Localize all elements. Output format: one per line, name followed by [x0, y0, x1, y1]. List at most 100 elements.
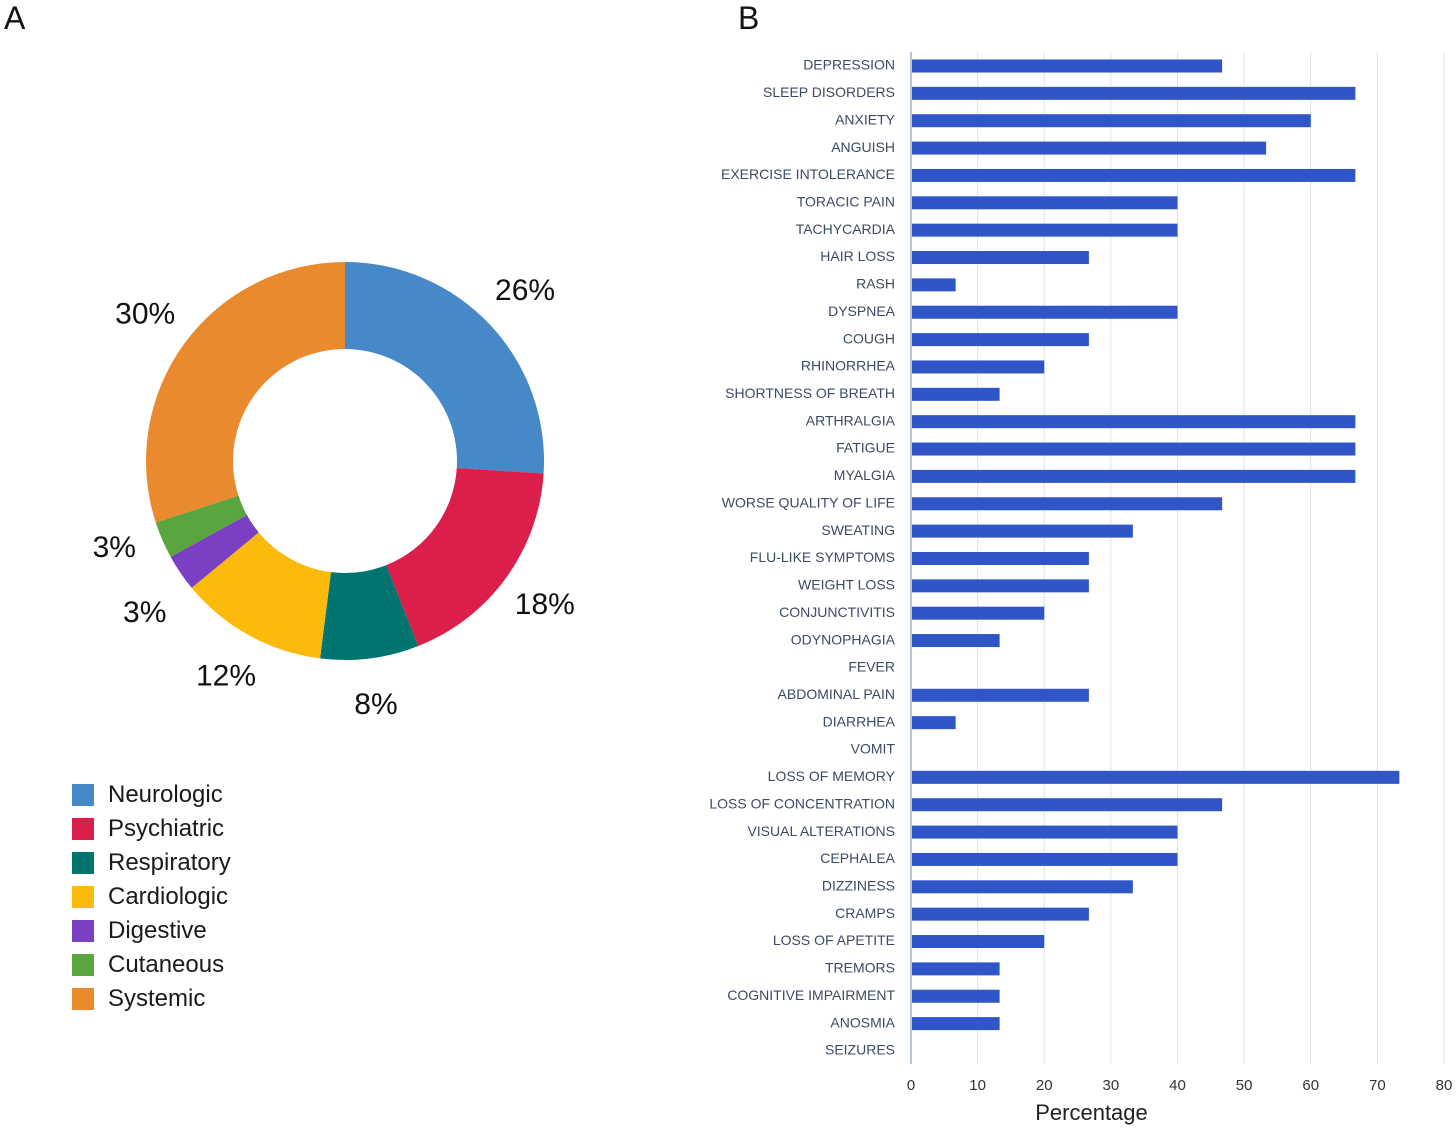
legend-swatch [72, 784, 94, 806]
category-label-weight-loss: WEIGHT LOSS [798, 577, 895, 593]
legend-item-neurologic: Neurologic [72, 778, 231, 812]
x-tick-label: 40 [1169, 1077, 1186, 1094]
bar-loss-of-apetite [912, 935, 1045, 949]
bar-chart-bars [912, 59, 1400, 1031]
category-label-depression: DEPRESSION [803, 57, 895, 73]
legend-label: Digestive [108, 917, 207, 944]
bar-flu-like-symptoms [912, 551, 1089, 565]
bar-shortness-of-breath [912, 387, 1000, 401]
category-label-shortness-of-breath: SHORTNESS OF BREATH [725, 385, 895, 401]
category-label-seizures: SEIZURES [825, 1042, 895, 1058]
category-label-loss-of-memory: LOSS OF MEMORY [768, 768, 896, 784]
category-label-dizziness: DIZZINESS [822, 878, 895, 894]
category-label-exercise-intolerance: EXERCISE INTOLERANCE [721, 166, 895, 182]
x-tick-label: 70 [1369, 1077, 1386, 1094]
legend-label: Psychiatric [108, 815, 225, 842]
category-label-fatigue: FATIGUE [836, 440, 895, 456]
donut-slice-psychiatric [386, 468, 544, 647]
legend-label: Respiratory [108, 849, 231, 876]
bar-rhinorrhea [912, 360, 1045, 374]
legend-swatch [72, 988, 94, 1010]
bar-loss-of-memory [912, 770, 1400, 784]
donut-labels: 26% 18% 8% 12% 3% 3% 30% [93, 274, 575, 721]
bar-worse-quality-of-life [912, 497, 1223, 511]
bar-cephalea [912, 852, 1178, 866]
bar-abdominal-pain [912, 688, 1089, 702]
category-label-odynophagia: ODYNOPHAGIA [791, 631, 896, 647]
bar-anxiety [912, 114, 1311, 128]
category-label-anosmia: ANOSMIA [830, 1014, 895, 1030]
legend-item-psychiatric: Psychiatric [72, 812, 231, 846]
bar-dizziness [912, 880, 1133, 894]
legend-item-respiratory: Respiratory [72, 846, 231, 880]
bar-sleep-disorders [912, 86, 1356, 100]
bar-myalgia [912, 469, 1356, 483]
category-label-sweating: SWEATING [821, 522, 895, 538]
bar-dyspnea [912, 305, 1178, 319]
panel-b-letter: B [738, 0, 760, 36]
donut-chart [145, 262, 544, 660]
donut-legend: Neurologic Psychiatric Respiratory Cardiolo… [72, 778, 231, 1016]
legend-label: Cutaneous [108, 951, 225, 978]
bar-chart-x-axis-label: Percentage [1035, 1100, 1148, 1125]
bar-arthralgia [912, 415, 1356, 429]
category-label-cramps: CRAMPS [835, 905, 895, 921]
category-label-flu-like-symptoms: FLU-LIKE SYMPTOMS [750, 549, 895, 565]
donut-slice-respiratory [320, 565, 419, 660]
bar-fatigue [912, 442, 1356, 456]
legend-label: Systemic [108, 985, 206, 1012]
x-tick-label: 30 [1103, 1077, 1120, 1094]
legend-swatch [72, 818, 94, 840]
category-label-cognitive-impairment: COGNITIVE IMPAIRMENT [727, 987, 895, 1003]
bar-visual-alterations [912, 825, 1178, 839]
category-label-sleep-disorders: SLEEP DISORDERS [763, 84, 895, 100]
bar-toracic-pain [912, 196, 1178, 210]
bar-chart-category-labels: DEPRESSION SLEEP DISORDERS ANXIETY ANGUISH E… [709, 57, 895, 1058]
category-label-fever: FEVER [848, 659, 895, 675]
x-tick-label: 60 [1302, 1077, 1319, 1094]
category-label-tachycardia: TACHYCARDIA [796, 221, 896, 237]
legend-item-cardiologic: Cardiologic [72, 880, 231, 914]
category-label-vomit: VOMIT [851, 741, 896, 757]
category-label-abdominal-pain: ABDOMINAL PAIN [778, 686, 895, 702]
category-label-tremors: TREMORS [825, 960, 895, 976]
category-label-conjunctivitis: CONJUNCTIVITIS [779, 604, 895, 620]
bar-anguish [912, 141, 1267, 155]
donut-label-cutaneous: 3% [93, 531, 136, 564]
x-tick-label: 20 [1036, 1077, 1053, 1094]
bar-weight-loss [912, 579, 1089, 593]
bar-tachycardia [912, 223, 1178, 237]
donut-label-systemic: 30% [115, 298, 175, 331]
bar-anosmia [912, 1017, 1000, 1031]
bar-tremors [912, 962, 1000, 976]
legend-item-systemic: Systemic [72, 982, 231, 1016]
panel-a-letter: A [4, 0, 26, 36]
category-label-toracic-pain: TORACIC PAIN [797, 194, 895, 210]
category-label-myalgia: MYALGIA [834, 467, 896, 483]
bar-exercise-intolerance [912, 168, 1356, 182]
bar-cough [912, 333, 1089, 347]
category-label-rash: RASH [856, 276, 895, 292]
bar-cramps [912, 907, 1089, 921]
category-label-cough: COUGH [843, 330, 895, 346]
legend-swatch [72, 886, 94, 908]
category-label-hair-loss: HAIR LOSS [820, 248, 895, 264]
bar-loss-of-concentration [912, 798, 1223, 812]
legend-item-digestive: Digestive [72, 914, 231, 948]
category-label-loss-of-apetite: LOSS OF APETITE [773, 932, 895, 948]
category-label-loss-of-concentration: LOSS OF CONCENTRATION [709, 795, 895, 811]
x-tick-label: 80 [1436, 1077, 1453, 1094]
donut-label-cardiologic: 12% [196, 659, 256, 692]
donut-slice-cardiologic [191, 532, 331, 659]
donut-label-respiratory: 8% [354, 688, 397, 721]
bar-hair-loss [912, 251, 1089, 265]
donut-slice-neurologic [345, 262, 544, 474]
donut-slice-cutaneous [155, 495, 247, 557]
category-label-diarrhea: DIARRHEA [823, 713, 896, 729]
category-label-anxiety: ANXIETY [835, 111, 896, 127]
x-tick-label: 50 [1236, 1077, 1253, 1094]
legend-item-cutaneous: Cutaneous [72, 948, 231, 982]
legend-label: Neurologic [108, 781, 223, 808]
bar-cognitive-impairment [912, 989, 1000, 1003]
